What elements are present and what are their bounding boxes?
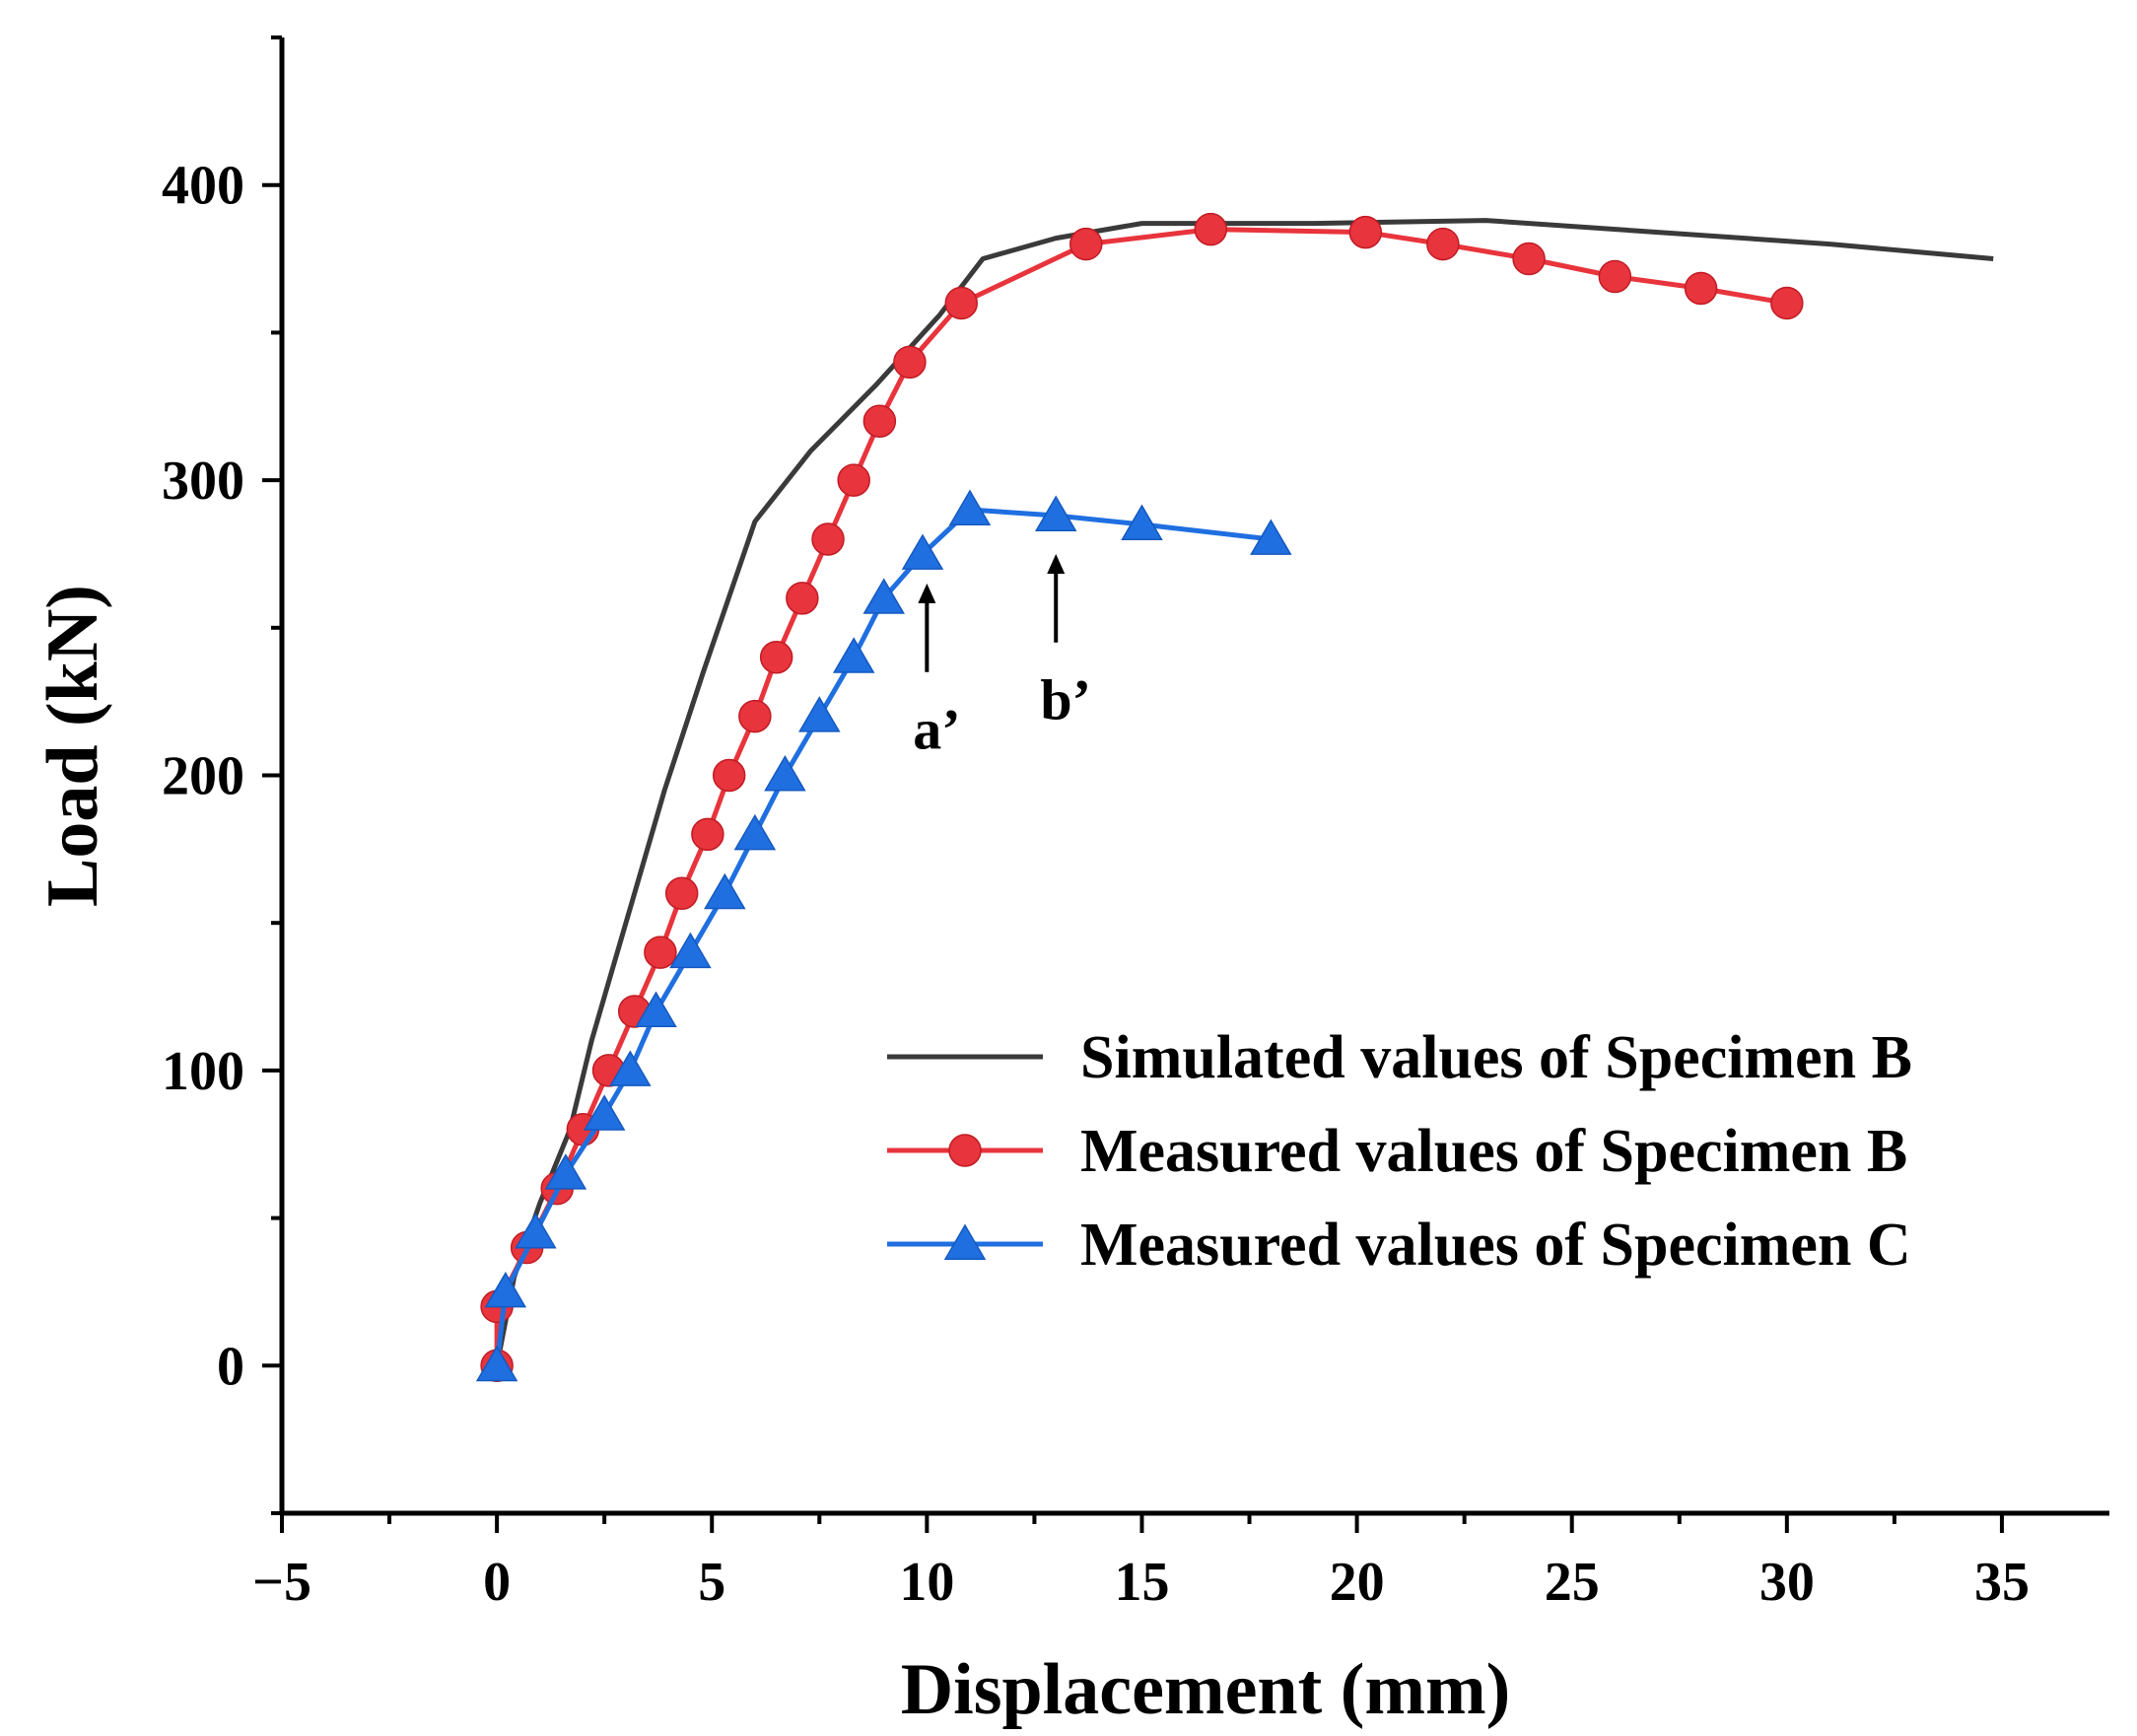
legend-label: Simulated values of Specimen B — [1080, 1024, 1912, 1091]
data-point — [515, 1213, 557, 1249]
data-point — [712, 758, 746, 793]
series-2 — [480, 212, 1804, 1383]
data-point — [1034, 495, 1077, 531]
legend-label: Measured values of Specimen C — [1080, 1212, 1911, 1279]
annotation-label: b’ — [1040, 668, 1091, 732]
x-tick-label: 20 — [1330, 1552, 1385, 1613]
y-axis-title: Load (kN) — [33, 585, 113, 907]
data-point — [738, 699, 772, 733]
data-point — [664, 876, 699, 911]
legend-item-2: Measured values of Specimen B — [887, 1118, 1907, 1185]
annotation-2: b’ — [1040, 553, 1091, 732]
data-point — [764, 755, 806, 792]
data-point — [948, 489, 992, 525]
y-tick-label: 0 — [217, 1336, 244, 1397]
y-tick-label: 200 — [162, 746, 244, 807]
annotations: a’ b’ — [913, 553, 1091, 762]
data-point — [544, 1153, 587, 1190]
data-point — [691, 817, 724, 852]
arrow-head — [1047, 553, 1066, 574]
legend: Simulated values of Specimen B Measured v… — [887, 1024, 1912, 1279]
x-tick-label: 30 — [1759, 1552, 1815, 1613]
data-point — [832, 637, 875, 673]
data-point — [893, 345, 927, 380]
data-point — [1069, 227, 1103, 261]
data-point — [609, 1050, 652, 1086]
x-tick-label: 5 — [698, 1552, 725, 1613]
y-tick-label: 300 — [162, 451, 244, 512]
x-tick-label: 35 — [1974, 1552, 2030, 1613]
annotation-1: a’ — [913, 583, 961, 762]
series-1 — [494, 218, 1994, 1366]
data-point — [1426, 227, 1460, 261]
data-point — [759, 640, 793, 674]
data-point — [1770, 286, 1804, 320]
legend-label: Measured values of Specimen B — [1080, 1118, 1907, 1185]
annotation-label: a’ — [913, 698, 960, 762]
data-point — [1512, 242, 1546, 276]
data-point — [862, 404, 897, 438]
data-point — [644, 936, 677, 969]
legend-marker — [948, 1134, 982, 1167]
data-point — [786, 582, 819, 615]
arrow-head — [918, 583, 936, 603]
legend-marker — [943, 1223, 987, 1260]
data-point — [811, 522, 845, 556]
data-point — [944, 286, 979, 320]
data-point — [635, 991, 677, 1027]
x-tick-label: 15 — [1114, 1552, 1169, 1613]
data-point — [1684, 271, 1718, 306]
legend-item-1: Simulated values of Specimen B — [887, 1024, 1912, 1091]
series-group — [475, 212, 1994, 1383]
x-tick-label: −5 — [252, 1552, 311, 1613]
data-point — [862, 578, 905, 614]
data-point — [837, 463, 870, 497]
legend-item-3: Measured values of Specimen C — [887, 1212, 1911, 1279]
data-point — [583, 1094, 626, 1131]
data-point — [475, 1345, 518, 1382]
data-point — [704, 872, 746, 910]
data-point — [1194, 212, 1228, 246]
data-point — [1348, 215, 1383, 249]
x-tick-label: 10 — [899, 1552, 954, 1613]
data-point — [901, 533, 944, 570]
data-point — [733, 813, 777, 851]
data-point — [1598, 259, 1632, 294]
data-point — [1121, 504, 1163, 540]
x-tick-label: 25 — [1545, 1552, 1600, 1613]
y-tick-label: 400 — [162, 156, 244, 217]
data-point — [669, 932, 712, 969]
x-axis-title: Displacement (mm) — [901, 1649, 1511, 1730]
data-point — [798, 696, 841, 732]
axes: −5 0 5 10 15 20 25 30 35 0 100 200 300 400 — [162, 35, 2109, 1613]
series-3 — [475, 489, 1292, 1382]
series-line — [494, 218, 1994, 1366]
data-point — [484, 1271, 527, 1308]
x-tick-label: 0 — [483, 1552, 511, 1613]
series-line — [494, 227, 1788, 1366]
y-tick-label: 100 — [162, 1041, 244, 1102]
data-point — [1250, 519, 1292, 555]
